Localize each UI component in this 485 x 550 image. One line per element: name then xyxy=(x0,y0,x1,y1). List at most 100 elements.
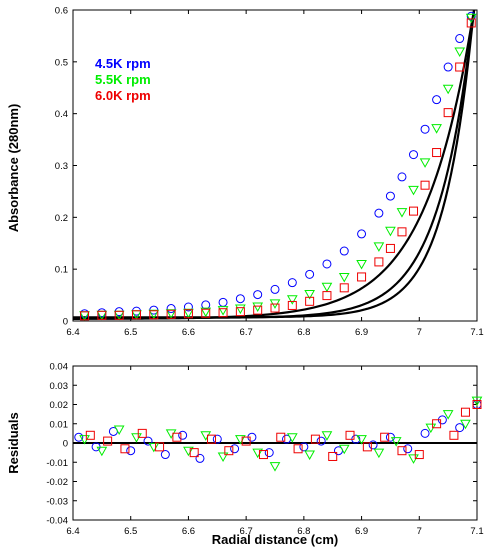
residuals-y-tick-label: 0.01 xyxy=(50,419,69,430)
absorbance-y-tick-label: 0.3 xyxy=(55,161,68,172)
absorbance-point-square xyxy=(357,272,367,282)
residuals-point-square xyxy=(241,436,251,446)
absorbance-point-circle xyxy=(183,302,193,312)
residuals-point-triangle-down xyxy=(269,462,281,472)
residuals-point-triangle-down xyxy=(113,425,125,436)
absorbance-point-triangle-down xyxy=(431,124,442,134)
residuals-point-square xyxy=(432,419,442,429)
residuals-point-square xyxy=(293,444,303,454)
residuals-point-square xyxy=(276,432,286,442)
absorbance-x-tick-label: 7.1 xyxy=(470,327,483,338)
residuals-point-square xyxy=(310,434,320,444)
residuals-point-circle xyxy=(420,428,430,438)
absorbance-x-tick-label: 6.5 xyxy=(124,327,137,338)
absorbance-y-tick-label: 0.5 xyxy=(55,57,68,68)
absorbance-point-triangle-down xyxy=(338,272,350,283)
absorbance-point-square xyxy=(149,310,159,320)
residuals-point-circle xyxy=(195,453,205,463)
absorbance-point-triangle-down xyxy=(235,304,246,315)
residuals-point-triangle-down xyxy=(338,444,350,455)
residuals-point-square xyxy=(380,432,390,442)
absorbance-point-circle xyxy=(466,11,476,21)
absorbance-point-circle xyxy=(357,229,367,239)
residuals-point-circle xyxy=(143,436,153,446)
absorbance-point-square xyxy=(218,308,228,318)
residuals-point-triangle-down xyxy=(373,448,385,459)
absorbance-chart: 6.4 6.5 6.6 6.7 6.8 6.9 7 7.1 0 0.1 0.2 0.3 0.4 0.5 0.… xyxy=(6,6,484,339)
residuals-point-square xyxy=(328,451,338,461)
residuals-point-circle xyxy=(299,442,309,452)
residuals-point-square xyxy=(224,446,234,456)
absorbance-point-triangle-down xyxy=(183,308,194,319)
residuals-point-triangle-down xyxy=(356,435,367,445)
residuals-point-square xyxy=(207,434,217,444)
absorbance-y-axis-title: Absorbance (280nm) xyxy=(6,104,21,233)
residuals-x-tick-label: 7 xyxy=(417,526,422,537)
residuals-x-tick-label: 7.1 xyxy=(470,526,483,537)
absorbance-point-circle xyxy=(443,62,453,72)
residuals-point-square xyxy=(414,450,424,460)
legend-entry-5-5k: 5.5K rpm xyxy=(95,72,151,87)
absorbance-point-circle xyxy=(235,294,245,304)
absorbance-point-square xyxy=(385,243,395,253)
residuals-point-square xyxy=(397,446,407,456)
absorbance-point-triangle-down xyxy=(408,185,419,196)
absorbance-point-square xyxy=(374,257,384,267)
residuals-data-points xyxy=(74,396,483,472)
absorbance-point-circle xyxy=(374,208,384,218)
absorbance-point-triangle-down xyxy=(442,84,454,95)
absorbance-point-triangle-down xyxy=(419,158,431,168)
absorbance-point-triangle-down xyxy=(356,259,367,270)
absorbance-point-square xyxy=(455,62,465,72)
absorbance-point-triangle-down xyxy=(385,226,396,237)
absorbance-point-triangle-down xyxy=(373,242,385,252)
absorbance-point-circle xyxy=(455,34,465,44)
absorbance-point-circle xyxy=(253,290,263,300)
residuals-point-square xyxy=(172,432,182,442)
absorbance-point-square xyxy=(432,148,442,158)
absorbance-point-circle xyxy=(397,172,407,182)
absorbance-point-square xyxy=(97,310,107,320)
residuals-point-circle xyxy=(74,432,84,442)
residuals-point-circle xyxy=(403,444,413,454)
residuals-point-square xyxy=(189,448,199,458)
residuals-point-triangle-down xyxy=(471,396,483,407)
residuals-y-tick-label: 0.04 xyxy=(50,362,69,373)
absorbance-point-square xyxy=(409,206,419,216)
absorbance-point-triangle-down xyxy=(252,302,264,313)
absorbance-point-circle xyxy=(166,304,176,314)
absorbance-point-triangle-down xyxy=(465,13,477,24)
absorbance-point-circle xyxy=(432,95,442,105)
absorbance-x-tick-label: 6.6 xyxy=(182,327,195,338)
residuals-x-tick-label: 6.5 xyxy=(124,526,137,537)
absorbance-y-tick-label: 0.2 xyxy=(55,213,68,224)
residuals-x-tick-label: 6.8 xyxy=(297,526,310,537)
absorbance-point-square xyxy=(397,227,407,237)
absorbance-point-square xyxy=(287,300,297,310)
absorbance-x-tick-label: 6.8 xyxy=(297,327,310,338)
residuals-point-square xyxy=(137,428,147,438)
residuals-point-triangle-down xyxy=(217,452,229,462)
absorbance-x-tick-label: 6.9 xyxy=(355,327,368,338)
absorbance-point-circle xyxy=(270,284,280,294)
residuals-point-square xyxy=(120,444,130,454)
absorbance-point-circle xyxy=(305,269,315,279)
absorbance-point-square xyxy=(131,310,141,320)
residuals-point-triangle-down xyxy=(286,433,298,443)
absorbance-point-triangle-down xyxy=(454,47,466,57)
residuals-point-square xyxy=(155,442,165,452)
absorbance-point-triangle-down xyxy=(165,309,177,319)
absorbance-point-square xyxy=(322,291,332,301)
residuals-y-tick-label: 0.02 xyxy=(50,400,69,411)
residuals-point-triangle-down xyxy=(442,410,454,420)
residuals-point-triangle-down xyxy=(304,450,315,461)
absorbance-point-circle xyxy=(420,124,430,134)
residuals-point-circle xyxy=(264,448,274,458)
residuals-point-triangle-down xyxy=(96,446,108,457)
absorbance-point-circle xyxy=(339,246,349,256)
residuals-y-tick-label: 0.03 xyxy=(50,381,69,392)
absorbance-point-square xyxy=(466,18,476,28)
absorbance-point-square xyxy=(235,307,245,317)
absorbance-point-triangle-down xyxy=(321,282,333,293)
residuals-y-tick-label: -0.01 xyxy=(46,458,68,469)
